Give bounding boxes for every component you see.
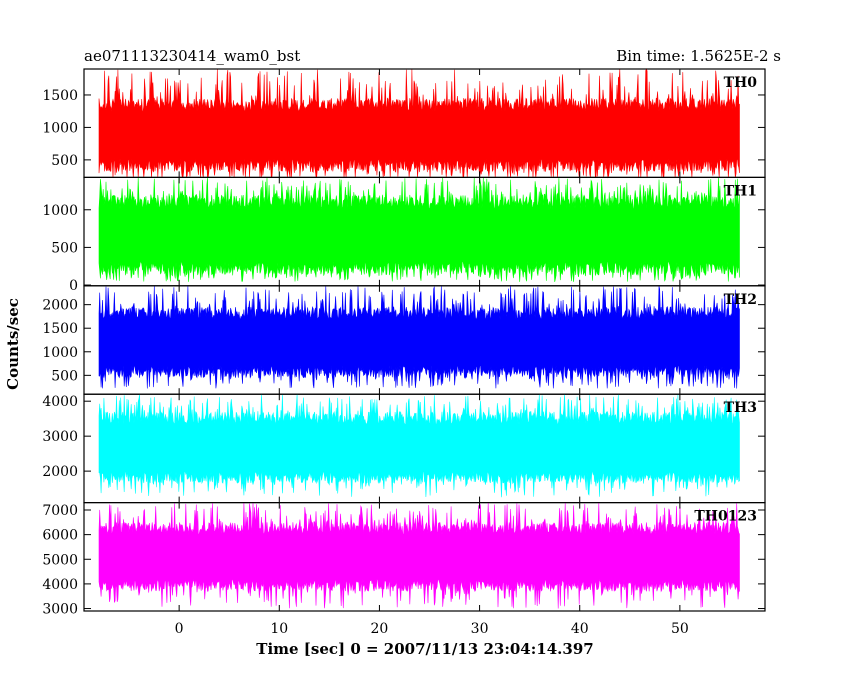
y-tick-label: 3000	[42, 602, 78, 618]
y-tick-label: 7000	[42, 503, 78, 519]
panel-th3: 2000 3000 4000 TH3	[42, 393, 766, 504]
y-axis-title: Counts/sec	[4, 298, 22, 390]
x-tick-label: 10	[270, 621, 288, 637]
x-tick-label: 40	[571, 621, 589, 637]
y-tick-label: 500	[51, 153, 78, 169]
panel-th0: 500 1000 1500 TH0	[42, 68, 766, 179]
x-tick-label: 30	[471, 621, 489, 637]
panel-label-th0123: TH0123	[694, 509, 757, 525]
y-tick-label: 5000	[42, 552, 78, 568]
series-trace-th2	[98, 285, 740, 389]
y-tick-label: 0	[69, 278, 78, 294]
y-tick-label: 500	[51, 240, 78, 256]
y-tick-label: 500	[51, 368, 78, 384]
x-axis-title: Time [sec] 0 = 2007/11/13 23:04:14.397	[256, 640, 593, 658]
panel-th0123: 3000 4000 5000 6000 7000 TH0123	[42, 502, 766, 618]
series-trace-th1	[98, 177, 740, 282]
x-axis: 0 10 20 30 40 50	[175, 621, 689, 637]
panel-th1: 0 500 1000 TH1	[42, 176, 766, 294]
y-tick-label: 2000	[42, 464, 78, 480]
x-tick-label: 20	[371, 621, 389, 637]
y-tick-label: 4000	[42, 577, 78, 593]
y-tick-label: 2000	[42, 298, 78, 314]
panel-th2: 500 1000 1500 2000 TH2	[42, 285, 766, 395]
y-tick-label: 1000	[42, 203, 78, 219]
y-tick-label: 6000	[42, 528, 78, 544]
chart-title: ae071113230414_wam0_bst	[84, 47, 300, 65]
series-trace-th3	[98, 394, 740, 498]
x-tick-label: 0	[175, 621, 184, 637]
series-trace-th0	[98, 68, 740, 179]
y-tick-label: 1000	[42, 345, 78, 361]
panel-label-th2: TH2	[724, 292, 757, 308]
y-tick-label: 1000	[42, 120, 78, 136]
y-tick-label: 3000	[42, 429, 78, 445]
y-tick-label: 1500	[42, 321, 78, 337]
x-tick-label: 50	[671, 621, 689, 637]
panel-frame	[83, 502, 766, 612]
y-tick-label: 4000	[42, 394, 78, 410]
panel-label-th1: TH1	[724, 183, 757, 199]
y-tick-label: 1500	[42, 88, 78, 104]
panel-label-th0: TH0	[724, 75, 758, 91]
bin-time-label: Bin time: 1.5625E-2 s	[616, 47, 781, 65]
panels-group: 500 1000 1500 TH0 0 500 1000 TH1 500 1000 1500 2000…	[42, 68, 766, 618]
series-trace-th0123	[98, 502, 740, 609]
panel-label-th3: TH3	[724, 400, 757, 416]
